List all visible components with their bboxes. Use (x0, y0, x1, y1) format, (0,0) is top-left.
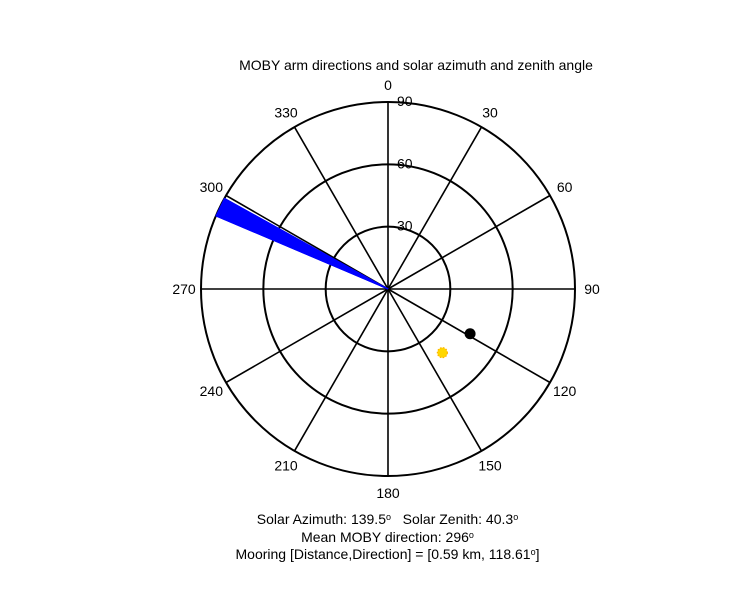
angular-tick-label: 30 (482, 104, 498, 120)
degree-symbol: o (385, 512, 391, 522)
direction-line (224, 197, 389, 290)
degree-symbol: o (468, 530, 474, 540)
angular-tick-label: 180 (376, 485, 400, 501)
angular-tick-label: 270 (172, 281, 196, 297)
mooring-label-suffix: ] (535, 546, 540, 562)
angular-tick-label: 300 (200, 179, 224, 195)
radial-tick-label: 30 (397, 218, 413, 234)
solar-caption: Solar Azimuth: 139.5o Solar Zenith: 40.3… (0, 508, 750, 528)
degree-symbol: o (513, 512, 519, 522)
markers (436, 328, 476, 359)
angular-grid-spoke (293, 126, 389, 290)
mooring-label: Mooring [Distance,Direction] = [0.59 km,… (235, 546, 531, 562)
angular-tick-label: 150 (478, 458, 502, 474)
angular-grid-spoke (387, 288, 483, 452)
angular-tick-label: 120 (553, 383, 577, 399)
mooring-marker (464, 328, 476, 340)
angular-grid-spoke (225, 194, 389, 290)
sun-marker (436, 347, 448, 359)
radial-tick-label: 90 (397, 93, 413, 109)
angular-tick-label: 210 (274, 458, 298, 474)
solar-zenith-label: Solar Zenith: 40.3 (402, 511, 514, 527)
angular-grid-spoke (387, 194, 551, 290)
angular-grid-spoke (293, 288, 389, 452)
angular-tick-label: 330 (274, 104, 298, 120)
mean-direction-caption: Mean MOBY direction: 296o (0, 526, 750, 546)
radial-tick-labels: 30 60 90 (397, 93, 413, 234)
angular-tick-label: 90 (584, 281, 600, 297)
angular-tick-label: 0 (384, 77, 392, 93)
angular-tick-label: 240 (200, 383, 224, 399)
radial-tick-label: 60 (397, 155, 413, 171)
angular-grid-spoke (225, 288, 389, 384)
chart-title: MOBY arm directions and solar azimuth an… (239, 57, 593, 73)
mean-direction-label: Mean MOBY direction: 296 (301, 529, 469, 545)
mooring-caption: Mooring [Distance,Direction] = [0.59 km,… (0, 543, 750, 563)
moby-arm-directions (215, 197, 389, 290)
angular-grid-spoke (387, 126, 483, 290)
angular-tick-labels: 0 30 60 90 120 150 180 210 240 270 300 330 (172, 77, 600, 501)
angular-tick-label: 60 (557, 179, 573, 195)
solar-azimuth-label: Solar Azimuth: 139.5 (256, 511, 386, 527)
degree-symbol: o (530, 547, 536, 557)
